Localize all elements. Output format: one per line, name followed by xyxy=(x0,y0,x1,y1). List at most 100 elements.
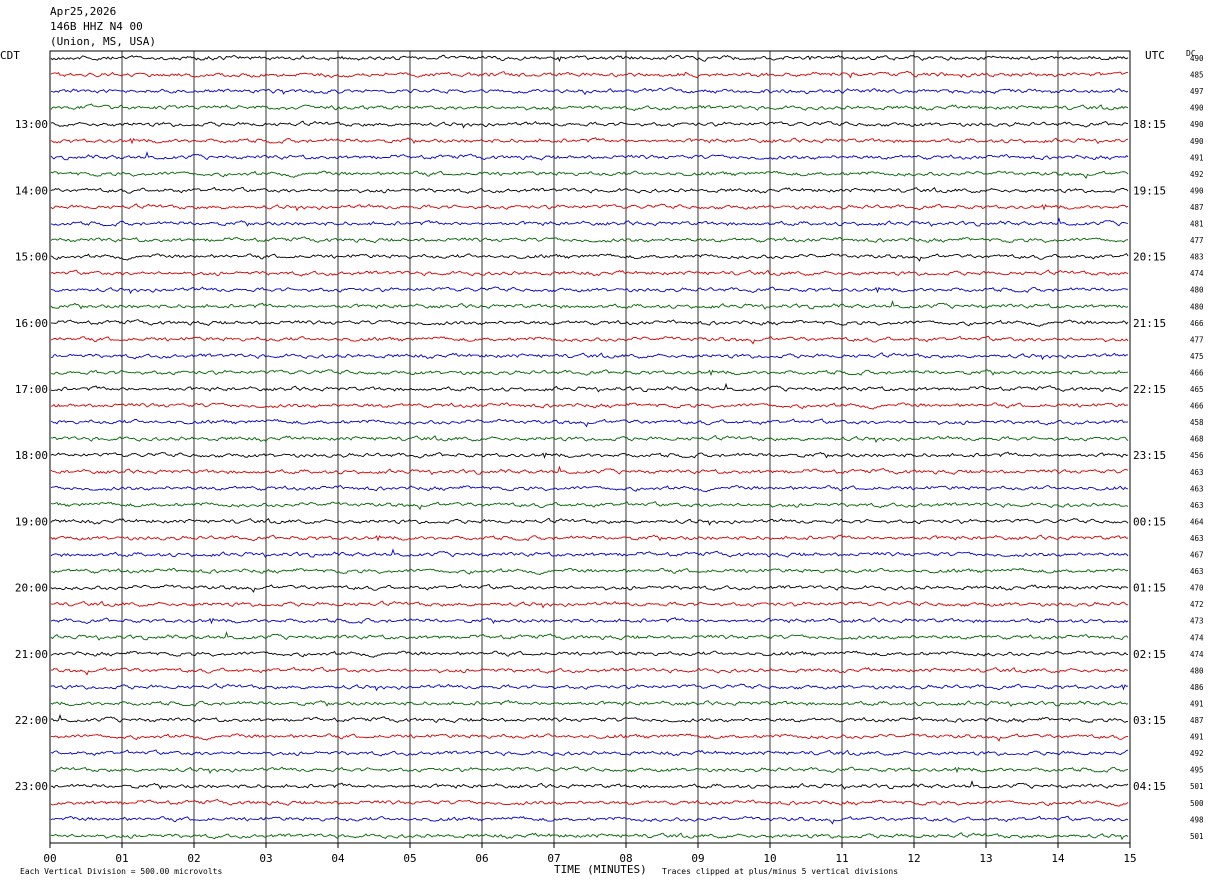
seismic-trace xyxy=(50,253,1129,262)
seismic-trace xyxy=(50,236,1129,244)
seismic-trace xyxy=(50,103,1129,112)
x-tick-label: 07 xyxy=(547,852,560,865)
seismic-trace xyxy=(50,749,1129,757)
utc-hour-label: 01:15 xyxy=(1133,582,1166,595)
x-tick-label: 12 xyxy=(907,852,920,865)
dc-offset-label: 490 xyxy=(1190,120,1204,129)
dc-offset-label: 497 xyxy=(1190,87,1204,96)
header-date: Apr25,2026 xyxy=(50,5,117,18)
header-station: 146B HHZ N4 00 xyxy=(50,20,143,33)
seismic-trace xyxy=(50,683,1129,692)
dc-offset-label: 473 xyxy=(1190,617,1204,626)
x-tick-label: 06 xyxy=(475,852,488,865)
header-location: (Union, MS, USA) xyxy=(50,35,156,48)
seismic-trace xyxy=(50,584,1129,593)
dc-offset-label: 466 xyxy=(1190,319,1204,328)
seismic-trace xyxy=(50,631,1129,641)
x-tick-label: 01 xyxy=(115,852,128,865)
seismic-trace xyxy=(50,650,1129,658)
dc-offset-label: 466 xyxy=(1190,368,1204,377)
cdt-hour-label: 20:00 xyxy=(15,582,48,595)
dc-offset-label: 474 xyxy=(1190,269,1204,278)
x-tick-label: 00 xyxy=(43,852,56,865)
dc-offset-label: 481 xyxy=(1190,220,1204,229)
cdt-hour-label: 19:00 xyxy=(15,515,48,528)
dc-offset-label: 492 xyxy=(1190,170,1204,179)
x-tick-label: 11 xyxy=(835,852,848,865)
x-axis-title: TIME (MINUTES) xyxy=(554,863,647,876)
clip-note: Traces clipped at plus/minus 5 vertical … xyxy=(662,867,899,876)
dc-offset-label: 470 xyxy=(1190,584,1204,593)
seismic-trace xyxy=(50,485,1129,493)
x-tick-label: 05 xyxy=(403,852,416,865)
dc-offset-label: 490 xyxy=(1190,137,1204,146)
seismic-trace xyxy=(50,713,1129,724)
dc-label: DC xyxy=(1186,49,1196,58)
right-timezone-label: UTC xyxy=(1145,49,1165,62)
utc-hour-label: 21:15 xyxy=(1133,317,1166,330)
seismic-trace xyxy=(50,666,1129,676)
seismic-trace xyxy=(50,465,1129,476)
plot-frame xyxy=(49,50,1131,844)
dc-offset-label: 477 xyxy=(1190,335,1204,344)
dc-offset-label: 463 xyxy=(1190,534,1204,543)
seismic-trace xyxy=(50,699,1129,707)
dc-offset-label: 490 xyxy=(1190,104,1204,113)
dc-offset-label: 463 xyxy=(1190,501,1204,510)
dc-offset-label: 492 xyxy=(1190,749,1204,758)
seismic-trace xyxy=(50,54,1129,63)
dc-offset-label: 490 xyxy=(1190,54,1204,63)
seismic-trace xyxy=(50,567,1129,576)
cdt-hour-label: 16:00 xyxy=(15,317,48,330)
seismic-trace xyxy=(50,382,1129,393)
dc-offset-label: 463 xyxy=(1190,468,1204,477)
dc-offset-label: 474 xyxy=(1190,650,1204,659)
cdt-hour-label: 13:00 xyxy=(15,118,48,131)
utc-hour-label: 20:15 xyxy=(1133,251,1166,264)
seismic-trace xyxy=(50,733,1129,742)
dc-offset-label: 472 xyxy=(1190,600,1204,609)
seismic-trace xyxy=(50,70,1129,79)
dc-offset-label: 465 xyxy=(1190,385,1204,394)
x-tick-label: 08 xyxy=(619,852,632,865)
cdt-hour-label: 22:00 xyxy=(15,714,48,727)
dc-offset-label: 480 xyxy=(1190,666,1204,675)
seismic-trace xyxy=(50,170,1129,180)
utc-hour-label: 18:15 xyxy=(1133,118,1166,131)
dc-offset-label: 491 xyxy=(1190,153,1204,162)
seismic-trace xyxy=(50,501,1129,511)
dc-offset-label: 483 xyxy=(1190,253,1204,262)
dc-offset-label: 500 xyxy=(1190,799,1204,808)
dc-offset-label: 491 xyxy=(1190,699,1204,708)
dc-offset-label: 463 xyxy=(1190,567,1204,576)
seismic-trace xyxy=(50,120,1129,129)
dc-offset-label: 491 xyxy=(1190,733,1204,742)
dc-offset-label: 463 xyxy=(1190,484,1204,493)
utc-hour-label: 22:15 xyxy=(1133,383,1166,396)
left-timezone-label: CDT xyxy=(0,49,20,62)
x-tick-label: 14 xyxy=(1051,852,1065,865)
x-tick-label: 04 xyxy=(331,852,345,865)
seismic-trace xyxy=(50,286,1129,295)
dc-offset-label: 480 xyxy=(1190,302,1204,311)
seismic-trace xyxy=(50,617,1129,625)
scale-note: Each Vertical Division = 500.00 microvol… xyxy=(20,867,223,876)
cdt-hour-label: 21:00 xyxy=(15,648,48,661)
cdt-hour-label: 17:00 xyxy=(15,383,48,396)
seismic-trace xyxy=(50,517,1129,526)
seismic-trace xyxy=(50,534,1129,542)
dc-offset-label: 485 xyxy=(1190,71,1204,80)
seismic-trace xyxy=(50,203,1129,212)
dc-offset-label: 495 xyxy=(1190,766,1204,775)
dc-offset-label: 474 xyxy=(1190,633,1204,642)
dc-offset-label: 486 xyxy=(1190,683,1204,692)
seismic-trace xyxy=(50,335,1129,345)
seismic-trace xyxy=(50,186,1129,194)
cdt-hour-label: 15:00 xyxy=(15,251,48,264)
seismic-trace xyxy=(50,832,1129,841)
dc-offset-label: 458 xyxy=(1190,418,1204,427)
x-tick-label: 02 xyxy=(187,852,200,865)
utc-hour-label: 02:15 xyxy=(1133,648,1166,661)
dc-offset-label: 464 xyxy=(1190,517,1204,526)
